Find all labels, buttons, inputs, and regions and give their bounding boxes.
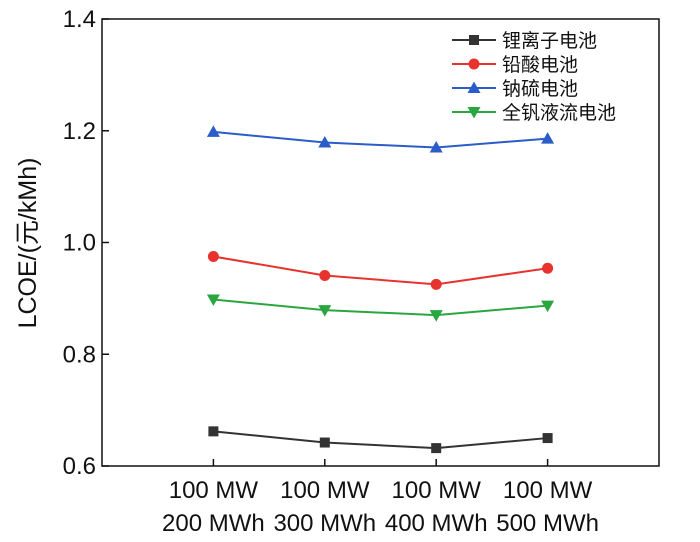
data-point (431, 443, 442, 454)
legend-marker (468, 58, 480, 70)
x-tick-label: 200 MWh (162, 510, 265, 537)
data-point (319, 437, 330, 448)
y-tick-label: 1.4 (63, 6, 96, 33)
data-point (541, 300, 555, 313)
data-point (206, 125, 220, 137)
series-line-1 (213, 255, 548, 286)
legend-marker (467, 107, 481, 119)
y-axis-label: LCOE/(元/kMh) (14, 158, 42, 329)
legend-label: 锂离子电池 (502, 30, 597, 52)
series-line-3 (213, 298, 548, 317)
y-tick-label: 1.0 (63, 230, 96, 257)
x-tick-label: 100 MW (280, 477, 370, 504)
y-tick-label: 0.6 (63, 453, 96, 480)
data-point (208, 426, 219, 437)
legend-label: 全钒液流电池 (502, 102, 616, 124)
data-point (319, 269, 331, 281)
series-line-0 (213, 430, 548, 450)
data-point (429, 141, 443, 153)
y-tick-label: 1.2 (63, 118, 96, 145)
x-tick-label: 500 MWh (496, 510, 599, 537)
y-tick-label: 0.8 (63, 341, 96, 368)
data-point (206, 294, 220, 306)
legend-label: 铅酸电池 (502, 54, 578, 76)
data-point (542, 433, 553, 444)
x-tick-label: 300 MWh (273, 510, 376, 537)
data-point (318, 305, 332, 317)
data-point (207, 250, 219, 262)
x-tick-label: 100 MW (392, 477, 482, 504)
x-tick-label: 100 MW (503, 477, 593, 504)
data-point (542, 262, 554, 274)
series-line-2 (213, 130, 548, 149)
data-point (430, 278, 442, 290)
data-point (318, 135, 332, 148)
data-point (429, 310, 443, 322)
data-point (541, 132, 555, 144)
x-tick-label: 400 MWh (385, 510, 488, 537)
x-tick-label: 100 MW (169, 477, 259, 504)
legend-marker (467, 81, 481, 93)
legend-marker (469, 35, 479, 45)
legend-label: 钠硫电池 (502, 78, 578, 100)
